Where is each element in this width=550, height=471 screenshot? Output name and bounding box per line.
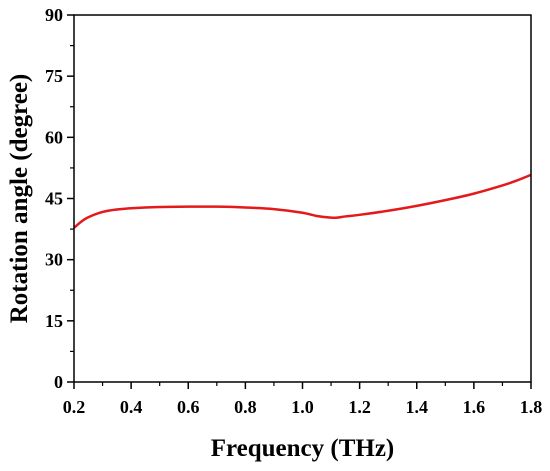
y-tick-labels: 0 15 30 45 60 75 90 [45,5,63,392]
series-line [73,173,532,229]
y-tick-label: 15 [45,311,63,331]
x-tick-label: 1.0 [291,397,314,417]
y-tick-label: 60 [45,127,63,147]
plot-frame [73,14,532,383]
y-tick-label: 45 [45,189,63,209]
x-tick-label: 1.2 [348,397,371,417]
y-tick-label: 90 [45,5,63,25]
x-tick-label: 1.4 [406,397,429,417]
x-tick-label: 1.8 [520,397,543,417]
x-tick-label: 0.8 [234,397,257,417]
x-tick-label: 0.4 [120,397,143,417]
y-tick-label: 75 [45,66,63,86]
x-tick-label: 0.2 [63,397,86,417]
y-tick-label: 0 [54,372,63,392]
x-tick-labels: 0.2 0.4 0.6 0.8 1.0 1.2 1.4 1.6 1.8 [63,397,543,417]
ticks [67,14,532,389]
x-axis-title: Frequency (THz) [211,435,395,462]
y-tick-label: 30 [45,250,63,270]
y-axis-title: Rotation angle (degree) [6,74,33,324]
x-tick-label: 1.6 [463,397,486,417]
x-tick-label: 0.6 [177,397,200,417]
